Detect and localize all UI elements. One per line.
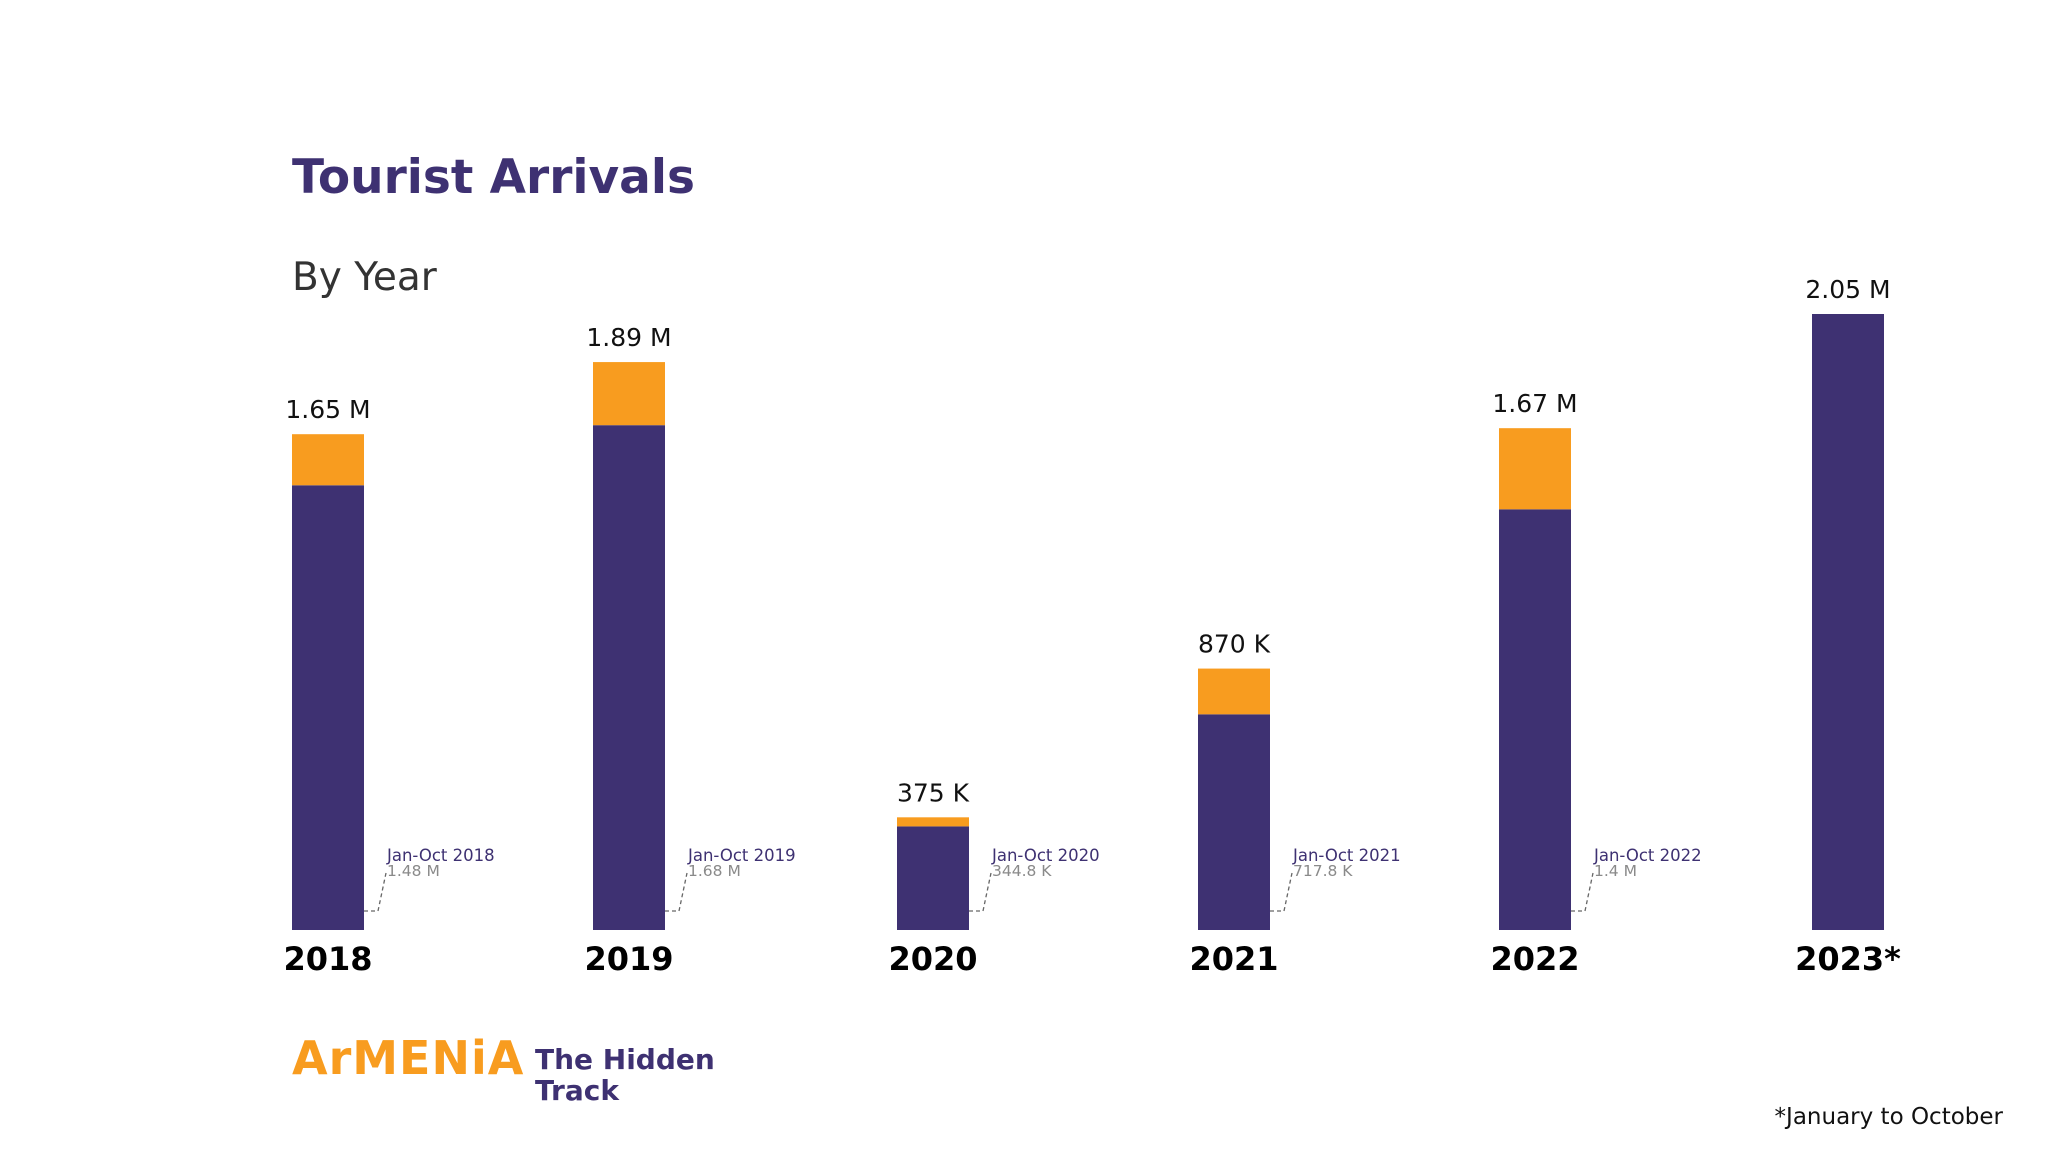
- bar-total-label: 2.05 M: [1805, 275, 1890, 304]
- bar-total-label: 1.89 M: [586, 323, 671, 352]
- jan-oct-period-label: Jan-Oct 2020: [991, 846, 1100, 865]
- bar-nov-dec-0: [292, 434, 364, 486]
- x-tick-label: 2020: [888, 940, 977, 978]
- x-tick-label: 2022: [1490, 940, 1579, 978]
- chart-title: Tourist Arrivals: [292, 150, 695, 205]
- jan-oct-value-label: 1.4 M: [1594, 862, 1637, 880]
- jan-oct-period-label: Jan-Oct 2018: [386, 846, 495, 865]
- jan-oct-leader-line: [969, 872, 992, 912]
- jan-oct-value-label: 1.48 M: [387, 862, 440, 880]
- x-tick-label: 2021: [1189, 940, 1278, 978]
- jan-oct-leader-line: [665, 872, 688, 912]
- bar-nov-dec-4: [1499, 428, 1571, 510]
- bar-total-label: 375 K: [897, 778, 970, 807]
- bar-total-label: 870 K: [1198, 630, 1271, 659]
- x-tick-label: 2019: [584, 940, 673, 978]
- jan-oct-value-label: 1.68 M: [688, 862, 741, 880]
- jan-oct-leader-line: [1270, 872, 1293, 912]
- brand-logo: ArMENiA The Hidden Track: [292, 1031, 715, 1107]
- brand-logo-word: ArMENiA: [292, 1031, 524, 1085]
- bar-nov-dec-1: [593, 362, 665, 426]
- jan-oct-period-label: Jan-Oct 2021: [1292, 846, 1401, 865]
- jan-oct-leader-line: [364, 872, 387, 912]
- bar-jan-oct-5: [1812, 314, 1884, 930]
- brand-tagline-line1: The Hidden: [535, 1043, 715, 1076]
- jan-oct-period-label: Jan-Oct 2019: [687, 846, 796, 865]
- jan-oct-value-label: 344.8 K: [992, 862, 1052, 880]
- bar-jan-oct-2: [897, 826, 969, 930]
- bar-jan-oct-1: [593, 425, 665, 930]
- footnote: *January to October: [1775, 1104, 2004, 1130]
- bar-jan-oct-3: [1198, 714, 1270, 930]
- chart-subtitle: By Year: [292, 255, 438, 300]
- bar-total-label: 1.65 M: [285, 395, 370, 424]
- brand-tagline-line2: Track: [535, 1074, 620, 1107]
- jan-oct-leader-line: [1571, 872, 1594, 912]
- x-tick-label: 2018: [283, 940, 372, 978]
- jan-oct-value-label: 717.8 K: [1293, 862, 1353, 880]
- bar-nov-dec-2: [897, 817, 969, 827]
- bar-jan-oct-0: [292, 485, 364, 930]
- bar-total-label: 1.67 M: [1492, 389, 1577, 418]
- jan-oct-period-label: Jan-Oct 2022: [1593, 846, 1702, 865]
- x-tick-label: 2023*: [1795, 940, 1901, 978]
- bar-jan-oct-4: [1499, 509, 1571, 930]
- bar-nov-dec-3: [1198, 668, 1270, 715]
